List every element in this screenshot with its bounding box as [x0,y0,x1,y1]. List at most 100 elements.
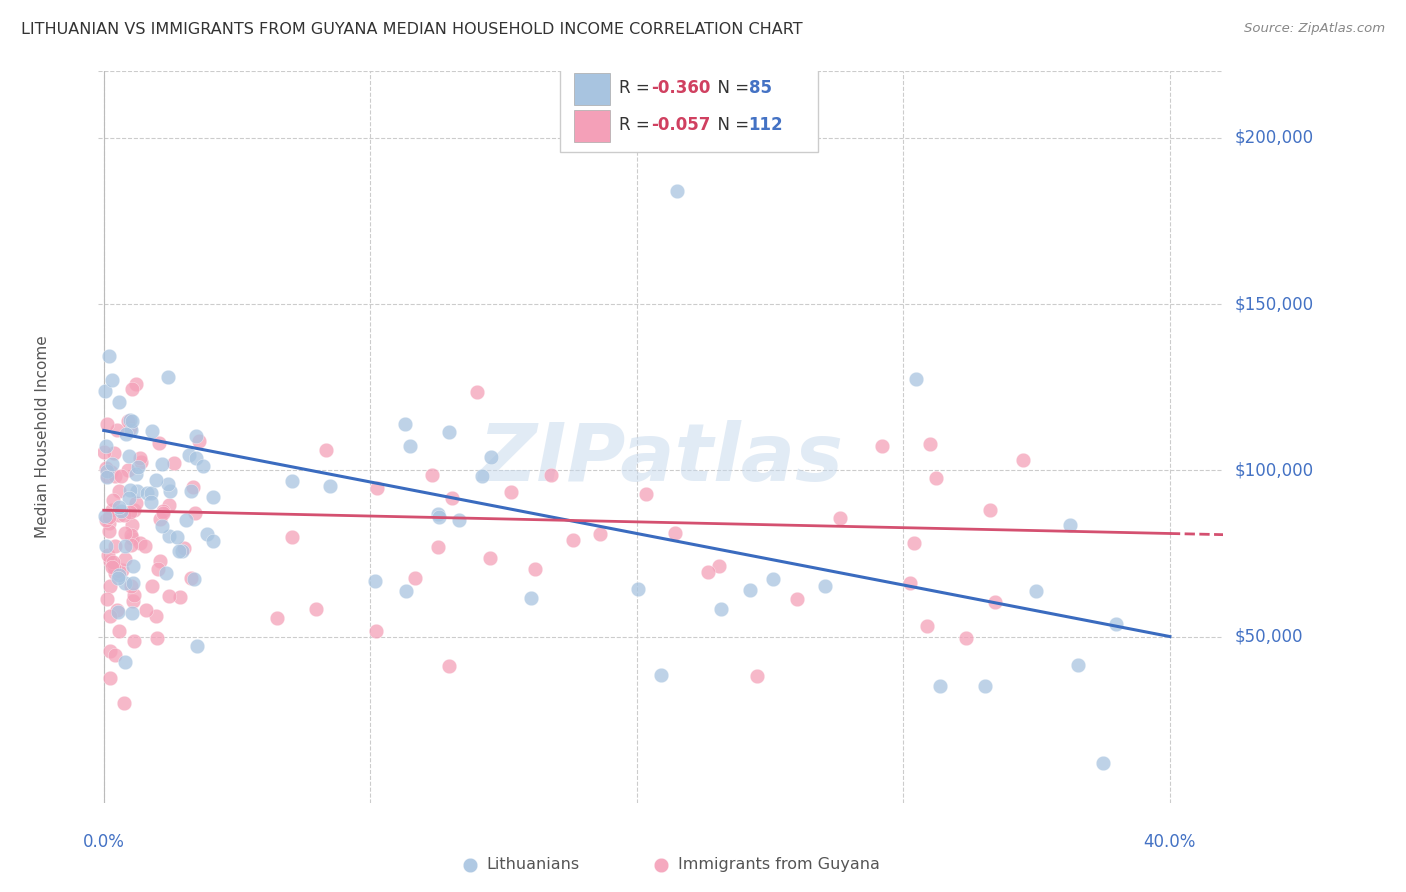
Point [146,562,169,576]
Point [634,487,657,501]
Point [925,471,948,485]
Text: LITHUANIAN VS IMMIGRANTS FROM GUYANA MEDIAN HOUSEHOLD INCOME CORRELATION CHART: LITHUANIAN VS IMMIGRANTS FROM GUYANA MED… [21,22,803,37]
Point [447,513,470,527]
Point [173,541,195,556]
Point [664,526,686,541]
Point [395,583,418,598]
Point [814,579,837,593]
Point [101,503,124,517]
Point [524,562,547,576]
Point [107,423,129,437]
Point [122,633,145,648]
Point [107,483,129,498]
Text: R =: R = [619,116,655,134]
Point [107,571,129,585]
Point [98,609,121,624]
Point [121,606,143,620]
Point [180,571,202,585]
Point [120,528,142,542]
Text: -0.360: -0.360 [651,78,710,96]
Point [120,505,142,519]
Point [984,595,1007,609]
Point [710,602,733,616]
Point [128,536,150,550]
Point [125,377,148,392]
Point [519,591,541,605]
Point [979,503,1001,517]
Point [738,583,761,598]
Point [973,680,995,694]
Point [103,560,125,574]
Point [174,513,197,527]
Point [107,606,129,620]
Point [104,539,127,553]
Point [1012,453,1035,467]
Point [915,618,938,632]
Point [427,508,450,522]
Point [905,372,928,386]
Point [94,461,117,475]
Point [101,457,124,471]
Point [149,511,172,525]
Point [426,541,449,555]
Point [479,450,502,465]
Point [149,554,172,568]
Point [761,572,783,586]
Point [145,609,167,624]
Point [281,530,304,544]
Point [104,648,127,662]
Point [280,474,302,488]
Point [467,385,489,400]
Point [1059,517,1081,532]
Point [94,439,117,453]
Point [118,491,141,505]
Point [471,469,494,483]
Point [157,590,180,604]
Point [366,481,388,495]
Point [152,504,174,518]
Point [121,517,143,532]
Point [124,588,146,602]
Point [152,506,174,520]
Point [104,566,127,580]
Point [315,442,337,457]
Point [366,624,388,638]
Point [98,349,121,363]
Point [108,500,131,514]
Text: R =: R = [619,78,655,96]
Point [589,527,612,541]
Point [1092,756,1115,770]
Point [155,566,177,581]
Point [918,436,941,450]
Point [97,548,120,562]
Point [96,469,118,483]
Point [108,568,131,582]
Point [266,610,288,624]
Point [363,574,385,588]
Point [120,538,142,552]
Point [184,506,207,520]
Point [125,496,148,510]
Point [101,373,124,387]
FancyBboxPatch shape [574,73,610,105]
Point [157,529,180,543]
Point [103,555,125,569]
Point [114,427,136,442]
Point [707,559,730,574]
Point [114,552,136,566]
Point [125,467,148,481]
Point [120,579,142,593]
Point [114,539,136,553]
Point [202,490,225,504]
Point [134,539,156,553]
Text: $100,000: $100,000 [1234,461,1313,479]
Point [100,554,122,568]
Text: Median Household Income: Median Household Income [35,335,49,539]
Point [420,467,443,482]
Point [135,486,157,500]
Point [101,492,124,507]
Point [159,483,181,498]
Point [135,603,157,617]
Point [100,465,122,479]
Point [98,579,121,593]
